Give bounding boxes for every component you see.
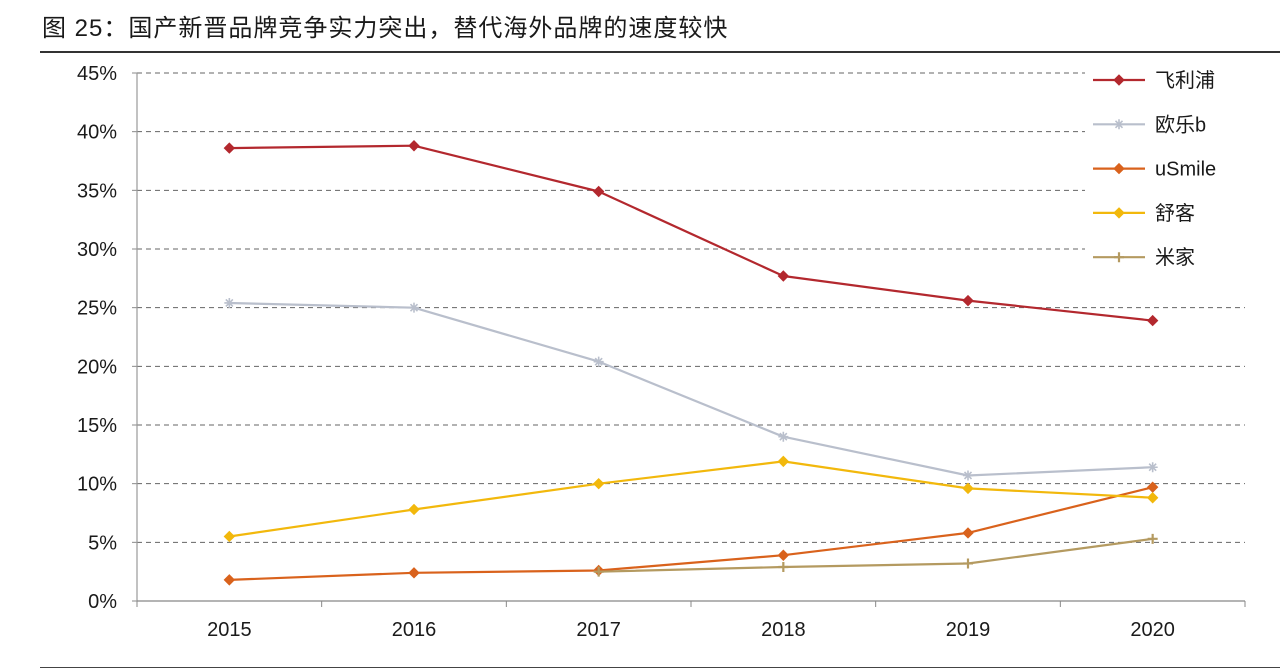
y-tick-label: 35% xyxy=(77,180,117,202)
gridlines xyxy=(132,72,1245,602)
x-tick-label: 2019 xyxy=(946,619,991,641)
data-point-mijia-2020 xyxy=(1147,533,1158,544)
data-point-usmile-2019 xyxy=(962,527,974,539)
data-point-oral-b-2020 xyxy=(1147,462,1158,473)
data-point-oral-b-2019 xyxy=(963,470,973,481)
y-tick-label: 5% xyxy=(88,532,117,554)
legend-label: 飞利浦 xyxy=(1155,69,1215,92)
x-tick-label: 2015 xyxy=(207,619,252,641)
x-tick-label: 2016 xyxy=(392,619,437,641)
data-point-usmile-2018 xyxy=(777,549,790,561)
series-saky xyxy=(223,455,1159,543)
legend-item-oral-b: 欧乐b xyxy=(1093,113,1206,136)
data-point-mijia-2019 xyxy=(963,558,973,569)
y-tick-label: 40% xyxy=(77,122,117,144)
legend-item-mijia: 米家 xyxy=(1093,246,1195,269)
data-point-saky-2017 xyxy=(592,477,605,490)
series-mijia xyxy=(593,533,1158,577)
legend-marker xyxy=(1113,162,1125,175)
bottom-divider xyxy=(40,667,1280,668)
x-tick-label: 2020 xyxy=(1130,619,1175,641)
series-philips xyxy=(223,140,1159,327)
legend-marker xyxy=(1114,252,1124,263)
series-line-usmile xyxy=(229,486,1153,581)
data-point-philips-2016 xyxy=(408,140,420,152)
series-usmile xyxy=(223,481,1159,586)
legend-marker xyxy=(1113,74,1125,86)
series-line-oral-b xyxy=(229,301,1153,477)
data-point-philips-2020 xyxy=(1146,314,1159,327)
y-tick-label: 10% xyxy=(77,474,117,496)
data-point-oral-b-2018 xyxy=(778,431,789,442)
x-tick-label: 2017 xyxy=(576,619,621,641)
legend-item-philips: 飞利浦 xyxy=(1093,69,1215,92)
x-axis-labels: 2015 2016 2017 2018 2019 2020 xyxy=(136,601,1246,641)
series-line-philips xyxy=(229,144,1153,322)
y-tick-label: 45% xyxy=(77,63,117,85)
legend-item-saky: 舒客 xyxy=(1093,202,1195,225)
data-point-mijia-2018 xyxy=(778,561,789,572)
legend-item-usmile: uSmile xyxy=(1093,159,1216,181)
y-tick-label: 0% xyxy=(88,591,117,613)
data-point-oral-b-2016 xyxy=(409,302,419,313)
title-divider xyxy=(40,51,1280,53)
data-point-philips-2017 xyxy=(592,185,605,198)
legend-label: 欧乐b xyxy=(1155,113,1206,136)
y-tick-label: 25% xyxy=(77,298,117,320)
legend-marker xyxy=(1114,119,1124,130)
data-point-mijia-2017 xyxy=(593,566,604,577)
data-point-philips-2015 xyxy=(223,142,236,154)
y-tick-label: 30% xyxy=(77,239,117,261)
data-point-philips-2019 xyxy=(962,294,974,307)
data-point-philips-2018 xyxy=(777,270,790,282)
y-tick-label: 15% xyxy=(77,415,117,437)
data-point-saky-2015 xyxy=(223,530,236,543)
legend-marker xyxy=(1113,207,1125,219)
data-point-usmile-2016 xyxy=(408,567,420,579)
legend-label: 米家 xyxy=(1155,246,1195,269)
legend-label: 舒客 xyxy=(1155,202,1195,225)
y-tick-label: 20% xyxy=(77,356,117,378)
y-axis-labels: 0% 5% 10% 15% 20% 25% 30% 35% 40% 45% xyxy=(77,63,117,613)
data-point-saky-2018 xyxy=(777,455,790,468)
series-line-mijia xyxy=(598,537,1153,573)
data-point-saky-2016 xyxy=(408,503,420,516)
legend-label: uSmile xyxy=(1155,159,1216,181)
series-oral-b xyxy=(224,297,1158,481)
data-point-saky-2020 xyxy=(1146,492,1159,504)
x-tick-label: 2018 xyxy=(761,619,806,641)
data-point-usmile-2015 xyxy=(223,574,236,586)
data-point-oral-b-2015 xyxy=(224,297,235,308)
data-point-saky-2019 xyxy=(962,482,974,495)
series-group xyxy=(223,140,1159,586)
data-point-oral-b-2017 xyxy=(593,356,604,367)
figure-title: 图 25：国产新晋品牌竞争实力突出，替代海外品牌的速度较快 xyxy=(42,15,729,42)
series-line-saky xyxy=(229,460,1153,538)
